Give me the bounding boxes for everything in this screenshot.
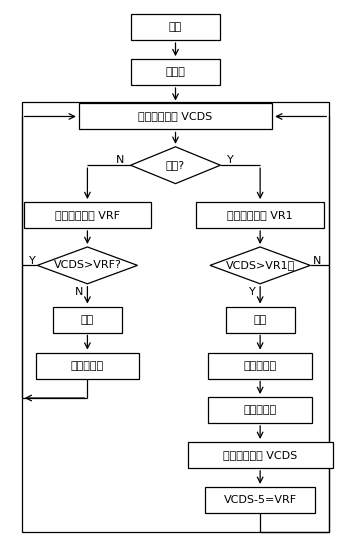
Text: 延时一分钟: 延时一分钟 (244, 405, 277, 415)
Text: 开始: 开始 (169, 22, 182, 32)
Text: VCDS-5=VRF: VCDS-5=VRF (224, 495, 297, 505)
Text: N: N (75, 288, 84, 298)
Text: 清白天标志: 清白天标志 (244, 360, 277, 370)
FancyBboxPatch shape (53, 306, 122, 333)
FancyBboxPatch shape (131, 14, 220, 40)
Text: 亮灯: 亮灯 (253, 315, 267, 324)
Text: VCDS>VR1？: VCDS>VR1？ (225, 260, 295, 270)
FancyBboxPatch shape (226, 306, 295, 333)
Text: Y: Y (227, 155, 234, 165)
Text: 读取参考电压 VRF: 读取参考电压 VRF (55, 210, 120, 220)
Text: VCDS>VRF?: VCDS>VRF? (53, 260, 121, 270)
Text: Y: Y (29, 256, 35, 266)
Text: N: N (313, 256, 321, 266)
Text: 读取环境亮度 VCDS: 读取环境亮度 VCDS (138, 112, 213, 121)
FancyBboxPatch shape (208, 397, 312, 423)
Text: 置白天标志: 置白天标志 (71, 360, 104, 370)
FancyBboxPatch shape (131, 59, 220, 85)
Text: 白天?: 白天? (166, 160, 185, 170)
FancyBboxPatch shape (35, 353, 139, 379)
FancyBboxPatch shape (205, 487, 316, 513)
Text: 读取控制电压 VR1: 读取控制电压 VR1 (227, 210, 293, 220)
FancyBboxPatch shape (208, 353, 312, 379)
Polygon shape (37, 247, 138, 284)
Text: 初始化: 初始化 (166, 67, 185, 77)
FancyBboxPatch shape (187, 442, 333, 468)
Text: 灭灯: 灭灯 (81, 315, 94, 324)
FancyBboxPatch shape (196, 202, 324, 228)
Text: Y: Y (249, 288, 256, 298)
Polygon shape (131, 147, 220, 184)
FancyBboxPatch shape (24, 202, 151, 228)
Text: 读取环境亮度 VCDS: 读取环境亮度 VCDS (223, 450, 297, 460)
Polygon shape (210, 247, 310, 284)
Text: N: N (116, 155, 124, 165)
FancyBboxPatch shape (79, 103, 272, 130)
